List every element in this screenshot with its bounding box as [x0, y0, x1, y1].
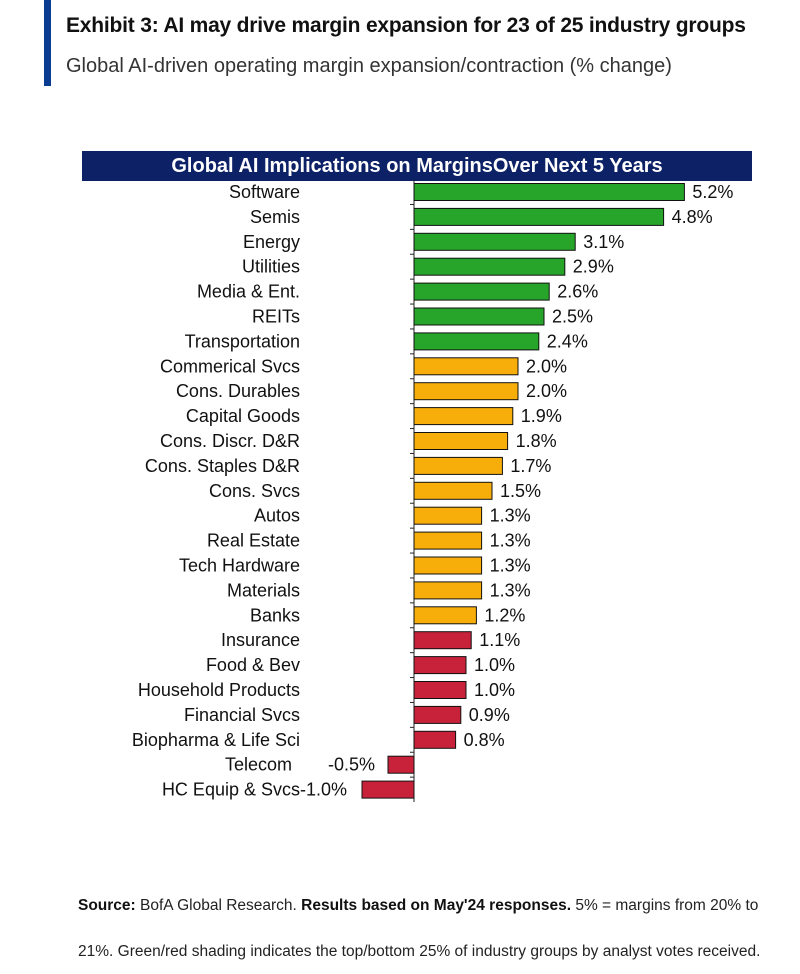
- value-label: 2.6%: [557, 282, 598, 302]
- bar-financial-svcs: [413, 705, 462, 724]
- bar-hc-equip-svcs: [361, 780, 415, 799]
- bar-autos: [413, 506, 483, 525]
- value-label: 1.1%: [479, 630, 520, 650]
- category-label: Cons. Discr. D&R: [160, 431, 300, 451]
- value-label: 2.0%: [526, 381, 567, 401]
- bar-cons-staples-d-r: [413, 456, 503, 475]
- value-label: 4.8%: [672, 207, 713, 227]
- category-label: Financial Svcs: [184, 705, 300, 725]
- bar-semis: [413, 207, 665, 226]
- category-label: Commerical Svcs: [160, 356, 300, 376]
- bar-cons-durables: [413, 382, 519, 401]
- accent-bar: [44, 0, 51, 86]
- category-label: Semis: [250, 207, 300, 227]
- category-label: Telecom: [225, 755, 292, 775]
- value-label: -0.5%: [328, 755, 375, 775]
- exhibit-title: Exhibit 3: AI may drive margin expansion…: [66, 14, 746, 37]
- bar-real-estate: [413, 531, 483, 550]
- category-label: Banks: [250, 605, 300, 625]
- source-text: BofA Global Research.: [135, 897, 302, 914]
- bar-transportation: [413, 332, 540, 351]
- source-label: Source:: [78, 897, 136, 914]
- category-label: Real Estate: [207, 531, 300, 551]
- bar-utilities: [413, 257, 566, 276]
- bar-media-ent: [413, 282, 550, 301]
- value-label: 2.9%: [573, 257, 614, 277]
- value-label: 1.3%: [490, 580, 531, 600]
- value-label: 2.4%: [547, 331, 588, 351]
- value-label: 1.7%: [510, 456, 551, 476]
- bar-capital-goods: [413, 407, 514, 426]
- category-label: Food & Bev: [206, 655, 300, 675]
- value-label: 1.0%: [474, 655, 515, 675]
- bar-telecom: [387, 755, 415, 774]
- value-label: 5.2%: [692, 182, 733, 202]
- bar-cons-discr-d-r: [413, 432, 509, 450]
- category-label: HC Equip & Svcs: [162, 780, 300, 800]
- results-note: Results based on May'24 responses.: [301, 897, 572, 914]
- category-label: REITs: [252, 307, 300, 327]
- value-label: 3.1%: [583, 232, 624, 252]
- bar-biopharma-life-sci: [413, 730, 457, 749]
- category-label: Insurance: [221, 630, 300, 650]
- category-label: Energy: [243, 232, 300, 252]
- value-label: -1.0%: [300, 780, 347, 800]
- category-label: Tech Hardware: [179, 556, 300, 576]
- exhibit-subtitle: Global AI-driven operating margin expans…: [66, 55, 672, 77]
- bar-insurance: [413, 631, 472, 650]
- category-label: Software: [229, 182, 300, 202]
- value-label: 1.3%: [490, 531, 531, 551]
- value-label: 0.9%: [469, 705, 510, 725]
- value-label: 2.5%: [552, 307, 593, 327]
- value-label: 1.3%: [490, 556, 531, 576]
- category-label: Biopharma & Life Sci: [132, 730, 300, 750]
- category-label: Cons. Staples D&R: [145, 456, 300, 476]
- category-label: Cons. Durables: [176, 381, 300, 401]
- bar-chart: Software 5.2% Semis 4.8% Energy 3.1% Utilities…: [132, 180, 733, 803]
- bar-food-bev: [413, 656, 467, 675]
- bar-tech-hardware: [413, 556, 483, 575]
- bar-reits: [413, 307, 545, 326]
- category-label: Capital Goods: [186, 406, 300, 426]
- category-label: Utilities: [242, 257, 300, 277]
- category-label: Autos: [254, 506, 300, 526]
- bar-household-products: [413, 681, 467, 699]
- value-label: 0.8%: [464, 730, 505, 750]
- value-label: 1.9%: [521, 406, 562, 426]
- bar-commerical-svcs: [413, 357, 519, 376]
- value-label: 1.5%: [500, 481, 541, 501]
- category-label: Media & Ent.: [197, 282, 300, 302]
- category-label: Cons. Svcs: [209, 481, 300, 501]
- bar-materials: [413, 581, 483, 600]
- footnote-line-1: Source: BofA Global Research. Results ba…: [78, 897, 758, 915]
- footnote-line-2: 21%. Green/red shading indicates the top…: [78, 943, 761, 960]
- category-label: Household Products: [138, 680, 300, 700]
- value-label: 1.3%: [490, 506, 531, 526]
- value-label: 1.2%: [484, 605, 525, 625]
- chart-title: Global AI Implications on MarginsOver Ne…: [82, 151, 752, 181]
- bar-software: [413, 183, 685, 201]
- value-label: 1.8%: [516, 431, 557, 451]
- bar-cons-svcs: [413, 481, 493, 500]
- category-label: Materials: [227, 580, 300, 600]
- value-label: 1.0%: [474, 680, 515, 700]
- bar-banks: [413, 606, 477, 625]
- bar-energy: [413, 232, 576, 251]
- scale-note: 5% = margins from 20% to: [571, 897, 759, 914]
- value-label: 2.0%: [526, 356, 567, 376]
- category-label: Transportation: [185, 331, 300, 351]
